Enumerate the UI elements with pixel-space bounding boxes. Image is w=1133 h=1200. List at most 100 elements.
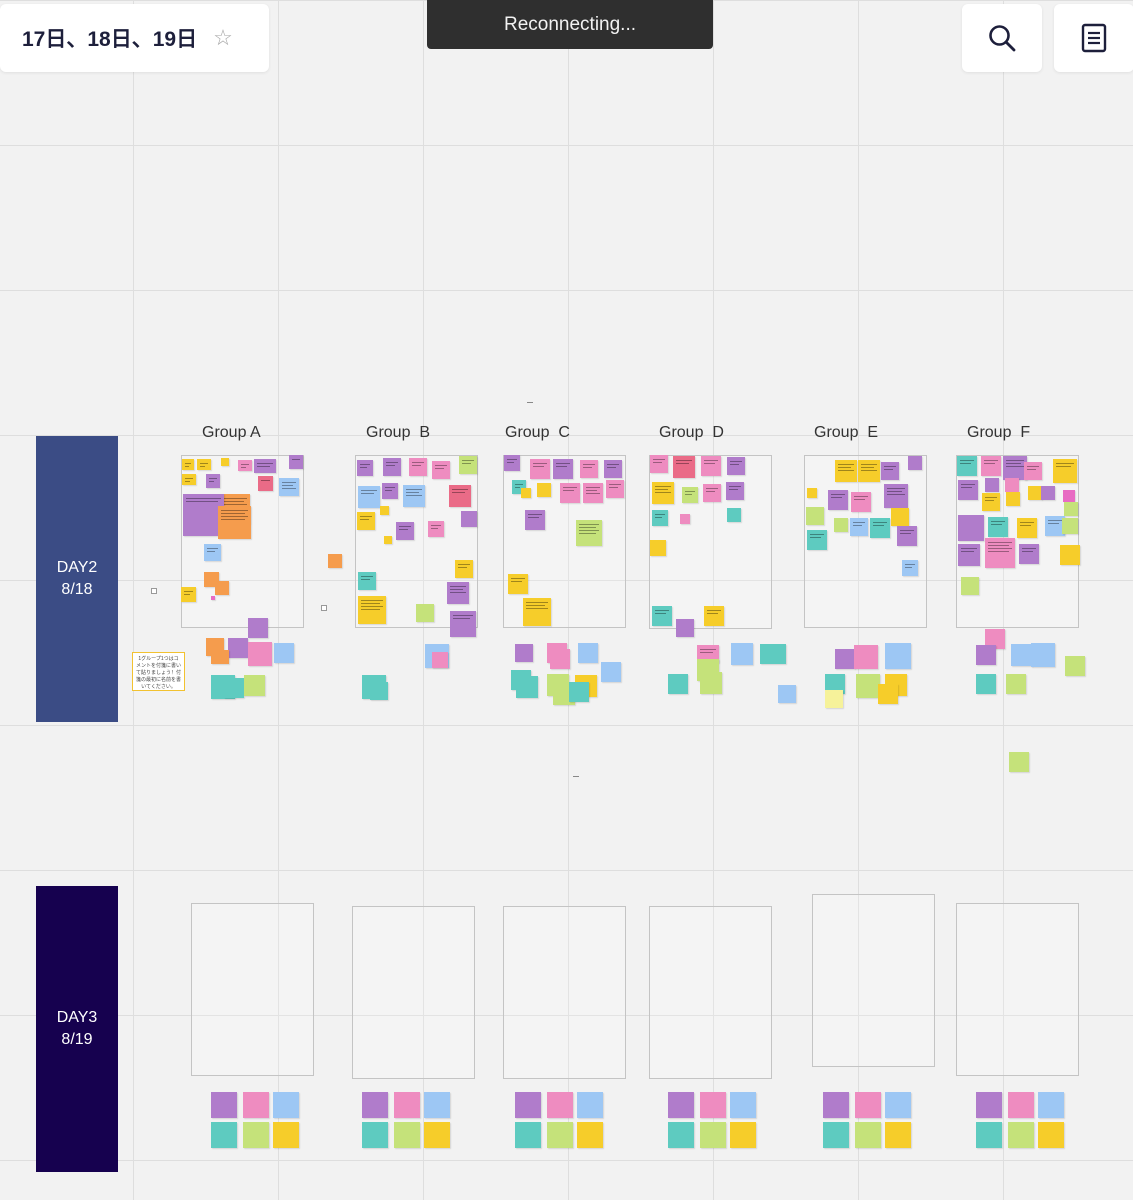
- sticky-note[interactable]: [858, 460, 880, 482]
- sticky-note[interactable]: [885, 643, 911, 669]
- sticky-note[interactable]: [885, 1122, 911, 1148]
- sticky-note[interactable]: [855, 1092, 881, 1118]
- sticky-note[interactable]: [680, 514, 690, 524]
- sticky-note[interactable]: [537, 483, 551, 497]
- sticky-note[interactable]: [244, 675, 265, 696]
- sticky-note[interactable]: [183, 494, 224, 536]
- sticky-note[interactable]: [1003, 456, 1027, 480]
- sticky-note[interactable]: [976, 674, 996, 694]
- sticky-note[interactable]: [704, 606, 724, 626]
- sticky-note[interactable]: [1024, 462, 1042, 480]
- sticky-note[interactable]: [396, 522, 414, 540]
- sticky-note[interactable]: [828, 490, 848, 510]
- sticky-note[interactable]: [1006, 492, 1020, 506]
- sticky-note[interactable]: [703, 484, 721, 502]
- sticky-note[interactable]: [835, 649, 855, 669]
- instruction-note[interactable]: 1グループ1つはコメントを付箋に書いて貼りましょう！付箋の最初に名前を書いてくだ…: [132, 652, 185, 691]
- sticky-note[interactable]: [834, 518, 848, 532]
- sticky-note[interactable]: [700, 1122, 726, 1148]
- sticky-note[interactable]: [211, 596, 215, 600]
- sticky-note[interactable]: [424, 1092, 450, 1118]
- sticky-note[interactable]: [197, 459, 211, 470]
- sticky-note[interactable]: [855, 1122, 881, 1148]
- sticky-note[interactable]: [1060, 545, 1080, 565]
- sticky-note[interactable]: [1038, 1122, 1064, 1148]
- sticky-note[interactable]: [403, 485, 425, 507]
- sticky-note[interactable]: [731, 643, 753, 665]
- sticky-note[interactable]: [221, 458, 229, 466]
- sticky-note[interactable]: [850, 518, 868, 536]
- sticky-note[interactable]: [1006, 674, 1026, 694]
- sticky-note[interactable]: [362, 1122, 388, 1148]
- sticky-note[interactable]: [1028, 486, 1042, 500]
- sticky-note[interactable]: [508, 574, 528, 594]
- sticky-note[interactable]: [515, 644, 533, 662]
- sticky-note[interactable]: [730, 1122, 756, 1148]
- sticky-note[interactable]: [823, 1092, 849, 1118]
- sticky-note[interactable]: [807, 530, 827, 550]
- star-icon[interactable]: ☆: [213, 25, 233, 50]
- sticky-note[interactable]: [897, 526, 917, 546]
- sticky-note[interactable]: [1041, 486, 1055, 500]
- day3-group-c-frame[interactable]: [503, 906, 626, 1079]
- search-button[interactable]: [962, 4, 1042, 72]
- sticky-note[interactable]: [726, 482, 744, 500]
- sticky-note[interactable]: [727, 457, 745, 475]
- sticky-note[interactable]: [650, 540, 666, 556]
- sticky-note[interactable]: [273, 1092, 299, 1118]
- sticky-note[interactable]: [394, 1092, 420, 1118]
- sticky-note[interactable]: [583, 483, 603, 503]
- sticky-note[interactable]: [604, 460, 622, 478]
- sticky-note[interactable]: [961, 577, 979, 595]
- sticky-note[interactable]: [885, 1092, 911, 1118]
- sticky-note[interactable]: [856, 674, 880, 698]
- sticky-note[interactable]: [547, 1122, 573, 1148]
- sticky-note[interactable]: [428, 521, 444, 537]
- sticky-note[interactable]: [976, 1092, 1002, 1118]
- sticky-note[interactable]: [1063, 490, 1075, 502]
- sticky-note[interactable]: [382, 483, 398, 499]
- sticky-note[interactable]: [884, 484, 908, 508]
- sticky-note[interactable]: [525, 510, 545, 530]
- sticky-note[interactable]: [416, 604, 434, 622]
- sticky-note[interactable]: [985, 478, 999, 492]
- sticky-note[interactable]: [394, 1122, 420, 1148]
- sticky-note[interactable]: [384, 536, 392, 544]
- sticky-note[interactable]: [1017, 518, 1037, 538]
- sticky-note[interactable]: [854, 645, 878, 669]
- sticky-note[interactable]: [730, 1092, 756, 1118]
- sticky-note[interactable]: [357, 512, 375, 530]
- sticky-note[interactable]: [181, 587, 196, 602]
- sticky-note[interactable]: [578, 643, 598, 663]
- sticky-note[interactable]: [182, 459, 194, 470]
- sticky-note[interactable]: [806, 507, 824, 525]
- sticky-note[interactable]: [211, 1122, 237, 1148]
- sticky-note[interactable]: [985, 629, 1005, 649]
- sticky-note[interactable]: [652, 510, 668, 526]
- sticky-note[interactable]: [580, 460, 598, 478]
- sticky-note[interactable]: [1065, 656, 1085, 676]
- sticky-note[interactable]: [228, 638, 248, 658]
- sticky-note[interactable]: [577, 1092, 603, 1118]
- sticky-note[interactable]: [902, 560, 918, 576]
- sticky-note[interactable]: [881, 462, 899, 480]
- sticky-note[interactable]: [215, 581, 229, 595]
- sticky-note[interactable]: [273, 1122, 299, 1148]
- sticky-note[interactable]: [455, 560, 473, 578]
- sticky-note[interactable]: [958, 480, 978, 500]
- sticky-note[interactable]: [778, 685, 796, 703]
- sticky-note[interactable]: [727, 508, 741, 522]
- sticky-note[interactable]: [1019, 544, 1039, 564]
- sticky-note[interactable]: [676, 619, 694, 637]
- sticky-note[interactable]: [274, 643, 294, 663]
- sticky-note[interactable]: [835, 460, 857, 482]
- sticky-note[interactable]: [851, 492, 871, 512]
- sticky-note[interactable]: [577, 1122, 603, 1148]
- sticky-note[interactable]: [248, 618, 268, 638]
- sticky-note[interactable]: [211, 650, 229, 664]
- sticky-note[interactable]: [328, 554, 342, 568]
- sticky-note[interactable]: [650, 455, 668, 473]
- sticky-note[interactable]: [976, 1122, 1002, 1148]
- sticky-note[interactable]: [206, 474, 220, 488]
- sticky-note[interactable]: [243, 1122, 269, 1148]
